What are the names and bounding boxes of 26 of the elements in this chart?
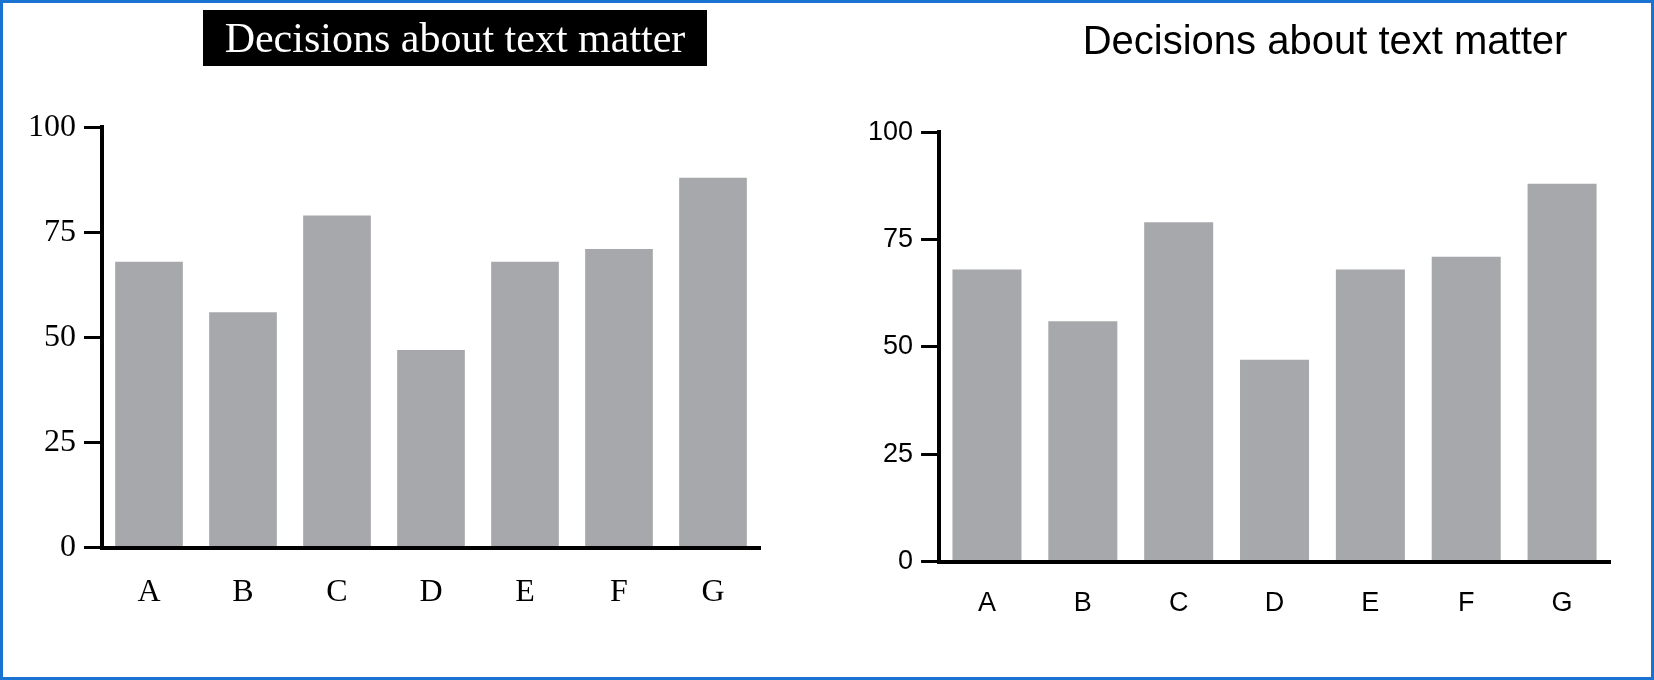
chart-title: Decisions about text matter [202,10,708,66]
y-tick-label: 0 [60,527,76,564]
y-tick-label: 50 [44,316,76,353]
y-tick-label: 0 [898,545,914,576]
x-tick-label: B [1073,587,1092,618]
x-tick-label: E [515,572,535,609]
x-tick-label: B [232,572,254,609]
y-tick-label: 50 [883,330,914,361]
x-tick-label: A [137,572,161,609]
x-tick-label: C [326,572,348,609]
x-tick-label: D [1264,587,1285,618]
y-tick-label: 100 [867,115,914,146]
x-tick-label: C [1168,587,1189,618]
x-tick-label: A [977,587,996,618]
x-tick-label: D [419,572,443,609]
y-tick-label: 100 [28,106,76,143]
y-tick-label: 75 [883,223,914,253]
x-tick-label: F [610,572,628,609]
chart-title: Decisions about text matter [1082,18,1568,62]
y-tick-label: 25 [44,421,76,458]
x-tick-label: E [1361,587,1380,618]
y-tick-label: 75 [44,211,76,248]
y-tick-label: 25 [883,437,914,468]
x-tick-label: G [1551,587,1573,618]
x-tick-label: F [1457,587,1475,618]
x-tick-label: G [701,572,725,609]
